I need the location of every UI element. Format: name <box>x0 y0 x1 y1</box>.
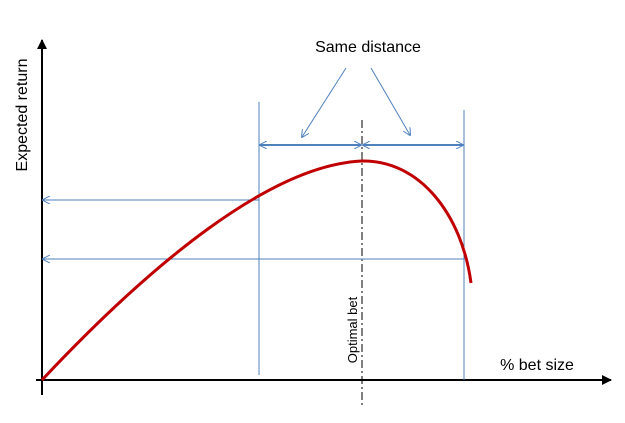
optimal-label: Optimal bet <box>345 296 360 363</box>
return-curve <box>40 159 473 382</box>
annotation: Same distance <box>315 39 421 56</box>
x-axis-label: % bet size <box>500 357 574 374</box>
pointer-arrow <box>370 67 410 135</box>
pointer-arrow <box>302 67 347 137</box>
y-axis-label: Expected return <box>14 59 31 172</box>
